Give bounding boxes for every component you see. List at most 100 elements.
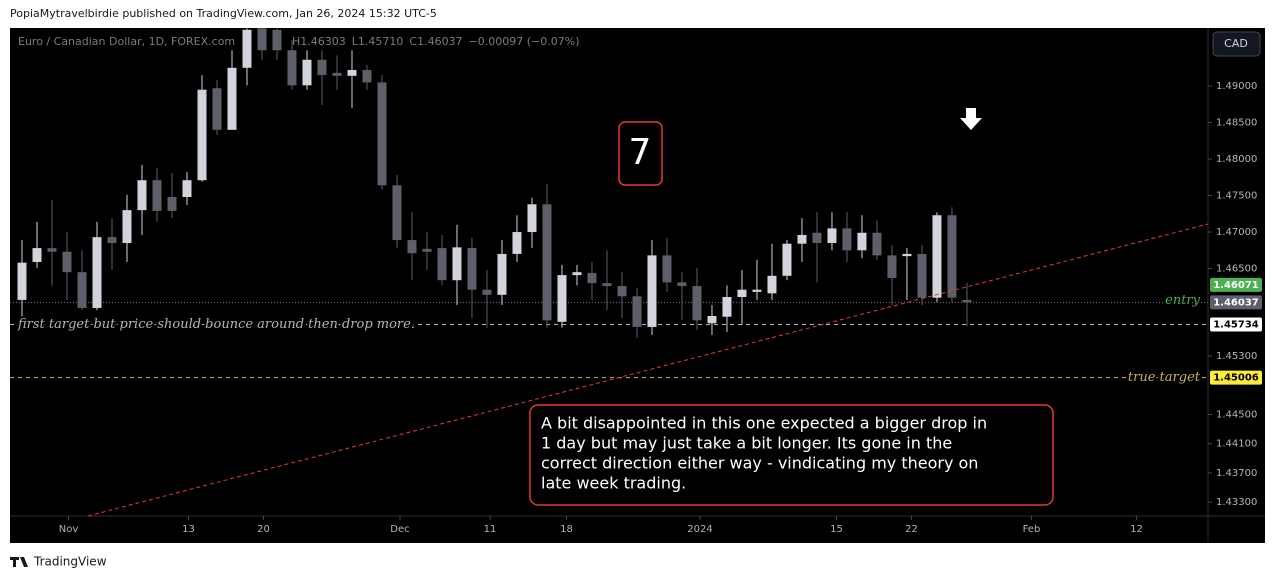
candle-body — [887, 255, 897, 279]
candle-body — [467, 248, 477, 290]
candle-body — [842, 228, 852, 251]
ohlc-legend: H1.46303 L1.45710 C1.46037 −0.00097 (−0.07%… — [292, 35, 580, 48]
candle-body — [737, 289, 747, 298]
note-line: late week trading. — [541, 474, 686, 493]
candle-body — [782, 243, 792, 276]
x-tick-label: Dec — [390, 524, 409, 535]
candle-body — [152, 180, 162, 211]
x-tick-label: 13 — [182, 524, 195, 535]
candle-body — [227, 67, 237, 130]
candle-body — [302, 59, 312, 86]
candle-body — [482, 289, 492, 295]
x-tick-label: 11 — [484, 524, 497, 535]
candle-body — [47, 248, 57, 252]
candle-body — [857, 232, 867, 251]
y-tick-label: 1.48500 — [1216, 118, 1257, 129]
footer-brand: TradingView — [33, 555, 107, 569]
candle-body — [917, 253, 927, 298]
price-tag-label: 1.46071 — [1213, 280, 1259, 291]
y-tick-label: 1.44500 — [1216, 410, 1257, 421]
x-tick-label: 12 — [1130, 524, 1143, 535]
candle-body — [557, 275, 567, 322]
candle-body — [872, 232, 882, 256]
candle-body — [212, 88, 222, 130]
arrow-down-icon — [960, 108, 982, 130]
candle-body — [707, 315, 717, 324]
price-tag — [1210, 295, 1262, 310]
level-label: first target but price should bounce aro… — [17, 317, 415, 332]
y-tick-label: 1.43300 — [1216, 497, 1257, 508]
candle-body — [512, 232, 522, 254]
badge-number: 7 — [629, 132, 652, 173]
candle-body — [182, 180, 192, 197]
candle-body — [92, 237, 102, 308]
y-tick-label: 1.47500 — [1216, 191, 1257, 202]
y-tick-label: 1.45300 — [1216, 351, 1257, 362]
candle-body — [197, 89, 207, 181]
candle-body — [287, 50, 297, 86]
y-tick-label: 1.43700 — [1216, 468, 1257, 479]
candle-body — [527, 204, 537, 233]
legend-value: C1.46037 — [409, 35, 462, 48]
candle-body — [257, 28, 267, 51]
y-tick-label: 1.44100 — [1216, 439, 1257, 450]
note: A bit disappointed in this one expected … — [541, 414, 987, 493]
x-tick-label: 18 — [560, 524, 573, 535]
candle-body — [497, 253, 507, 295]
note-box — [529, 404, 1054, 506]
x-tick-label: 15 — [830, 524, 843, 535]
publish-info: PopiaMytravelbirdie published on Trading… — [10, 7, 437, 20]
legend-value: H1.46303 — [292, 35, 346, 48]
y-tick-label: 1.46500 — [1216, 264, 1257, 275]
candle-body — [902, 253, 912, 257]
candle-body — [107, 237, 117, 243]
candle-body — [647, 255, 657, 327]
candle-body — [617, 286, 627, 297]
x-tick-label: 2024 — [687, 524, 712, 535]
candle-body — [242, 29, 252, 68]
price-tag — [1210, 277, 1262, 292]
candle-body — [587, 272, 597, 284]
candle-body — [947, 215, 957, 298]
note-line: 1 day but may just take a bit longer. It… — [541, 434, 952, 453]
tv-logo — [10, 557, 28, 567]
legend-value: L1.45710 — [352, 35, 404, 48]
level-label: true target — [1128, 370, 1201, 385]
candle-body — [812, 232, 822, 243]
x-tick-label: Nov — [59, 524, 79, 535]
price-tag — [1210, 370, 1262, 385]
level-label: entry — [1165, 293, 1201, 308]
candle-body — [32, 248, 42, 262]
candle-body — [452, 247, 462, 281]
candle-body — [62, 251, 72, 273]
candle-body — [827, 228, 837, 243]
note-line: correct direction either way - vindicati… — [541, 454, 978, 473]
currency-label: CAD — [1224, 37, 1248, 50]
candle-body — [17, 262, 27, 300]
symbol-title: Euro / Canadian Dollar, 1D, FOREX.com — [18, 35, 235, 48]
candle-body — [332, 72, 342, 76]
candle-body — [542, 204, 552, 321]
candle-body — [272, 29, 282, 51]
candle-body — [662, 255, 672, 283]
trend-line — [87, 223, 1209, 517]
candle-body — [572, 272, 582, 276]
candle-body — [317, 59, 327, 76]
x-tick-label: 20 — [257, 524, 270, 535]
badge-box — [618, 121, 663, 186]
y-tick-label: 1.49000 — [1216, 81, 1257, 92]
candle-body — [932, 215, 942, 298]
price-tag — [1210, 317, 1262, 332]
candle-body — [677, 282, 687, 287]
plot — [10, 28, 1208, 379]
candle-body — [602, 283, 612, 287]
candle-body — [692, 286, 702, 321]
x-tick-label: Feb — [1023, 524, 1041, 535]
currency-button[interactable] — [1212, 31, 1261, 57]
candle-body — [632, 296, 642, 327]
candle-body — [137, 180, 147, 211]
legend-value: −0.00097 (−0.07%) — [469, 35, 580, 48]
candle-body — [422, 248, 432, 252]
